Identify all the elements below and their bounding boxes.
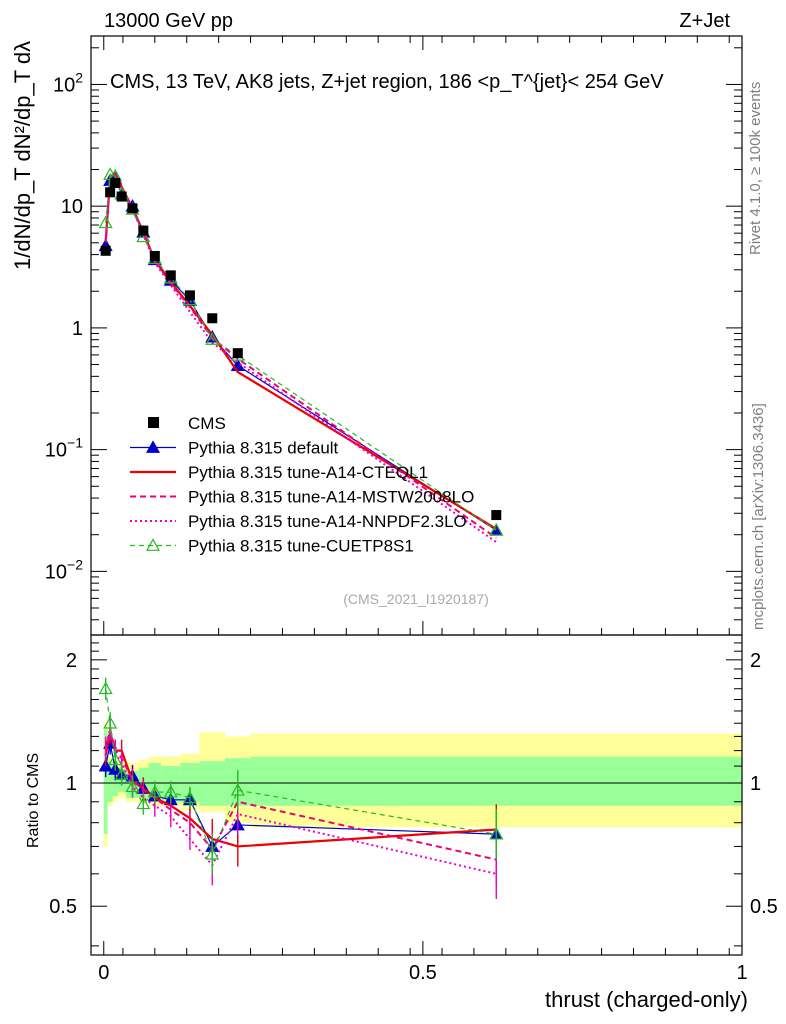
series-4-ratio-point xyxy=(136,796,151,810)
cms-data-point xyxy=(149,250,160,261)
series-4-ratio-point xyxy=(114,767,129,780)
series-4-ratio-point xyxy=(125,779,140,793)
ratio-tick-label: 1 xyxy=(66,773,77,795)
header-left: 13000 GeV pp xyxy=(104,10,233,32)
rivet-label: Rivet 4.1.0, ≥ 100k events xyxy=(747,82,764,255)
main-y-axis-label: 1/dN/dp_T dN²/dp_T dλ xyxy=(10,41,35,270)
ratio-tick-label-right: 1 xyxy=(750,773,761,795)
cms-data-point xyxy=(100,245,111,256)
y-tick-label: 10−2 xyxy=(45,556,83,583)
main-y-axis-label-text: 1/dN/dp_T dN²/dp_T dλ xyxy=(10,41,35,270)
y-tick-label: 10−1 xyxy=(45,435,83,462)
x-tick-label: 0 xyxy=(98,962,109,984)
cms-data-point xyxy=(207,313,218,324)
series-2-ratio-line xyxy=(104,729,497,861)
y-tick-label: 1 xyxy=(72,318,83,340)
cms-data-point xyxy=(184,290,195,301)
cms-data-point xyxy=(491,510,502,521)
cms-data-point xyxy=(165,270,176,281)
legend-marker-0 xyxy=(145,440,161,453)
series-4-ratio-point xyxy=(182,790,197,804)
legend: CMS Pythia 8.315 default Pythia 8.315 tune… xyxy=(130,414,474,556)
y-tick-exp: −1 xyxy=(67,435,83,451)
cms-data-point xyxy=(138,225,149,236)
ratio-series-lines xyxy=(98,677,504,899)
cms-data-point xyxy=(127,203,138,214)
series-4-ratio-point xyxy=(103,715,118,729)
plot-title: CMS, 13 TeV, AK8 jets, Z+jet region, 186… xyxy=(110,71,664,93)
band-inner-bin xyxy=(107,761,113,802)
axes-frames xyxy=(90,35,743,956)
cms-data-point xyxy=(110,177,121,188)
series-4-ratio-point xyxy=(205,846,220,860)
series-4-ratio-line xyxy=(105,688,497,856)
band-inner-bin xyxy=(112,766,118,796)
series-4-ratio-point xyxy=(230,783,245,796)
series-4-ratio-point xyxy=(108,752,123,766)
series-2-main-line xyxy=(104,171,497,539)
cms-data-point xyxy=(116,191,127,202)
header-right: Z+Jet xyxy=(679,10,730,32)
ratio-panel-frame xyxy=(90,634,743,956)
series-4-main-point xyxy=(98,215,113,229)
y-tick-base: 10 xyxy=(45,561,67,583)
series-4-main-point xyxy=(136,229,151,243)
y-tick-base: 10 xyxy=(53,74,75,96)
y-tick-label: 10 xyxy=(61,196,83,218)
main-series-lines xyxy=(98,167,504,543)
ratio-uncertainty-bands xyxy=(91,723,742,847)
legend-label-1: Pythia 8.315 tune-A14-CTEQL1 xyxy=(188,463,428,482)
ratio-tick-label-right: 2 xyxy=(750,650,761,672)
ratio-tick-label-right: 0.5 xyxy=(750,896,778,918)
x-axis-label: thrust (charged-only) xyxy=(545,987,748,1012)
series-4-main-point xyxy=(205,332,220,345)
x-tick-label: 0.5 xyxy=(409,962,437,984)
legend-label-0: Pythia 8.315 default xyxy=(188,439,339,458)
ratio-tick-label: 0.5 xyxy=(49,896,77,918)
cms-data-point xyxy=(105,187,116,198)
band-inner-bin xyxy=(103,729,108,835)
series-4-ratio-point xyxy=(163,784,178,798)
legend-label-cms: CMS xyxy=(188,414,226,433)
legend-label-3: Pythia 8.315 tune-A14-NNPDF2.3LO xyxy=(188,512,467,531)
legend-marker-4 xyxy=(145,538,161,551)
series-4-ratio-point xyxy=(147,784,162,798)
legend-label-4: Pythia 8.315 tune-CUETP8S1 xyxy=(188,537,414,556)
legend-marker-cms xyxy=(148,417,159,428)
series-4-main-point xyxy=(489,523,504,536)
series-3-main-line xyxy=(104,172,497,543)
ratio-y-axis-label: Ratio to CMS xyxy=(25,753,42,848)
ratio-tick-label: 2 xyxy=(66,650,77,672)
y-tick-label: 102 xyxy=(53,69,83,96)
series-4-ratio-point xyxy=(489,826,504,840)
x-tick-label: 1 xyxy=(736,962,747,984)
y-tick-exp: −2 xyxy=(67,556,83,572)
y-tick-base: 10 xyxy=(45,440,67,462)
legend-label-2: Pythia 8.315 tune-A14-MSTW2008LO xyxy=(188,488,474,507)
band-inner-bin xyxy=(250,756,742,806)
plot-title-text: CMS, 13 TeV, AK8 jets, Z+jet region, 186… xyxy=(110,71,664,93)
series-4-ratio-point xyxy=(98,681,113,695)
analysis-tag: (CMS_2021_I1920187) xyxy=(343,591,489,607)
mcplots-label: mcplots.cern.ch [arXiv:1306.3436] xyxy=(750,403,767,630)
cms-data-markers xyxy=(100,177,502,521)
y-tick-exp: 2 xyxy=(75,69,83,85)
band-inner-bin xyxy=(180,762,200,802)
cms-data-point xyxy=(232,348,243,359)
